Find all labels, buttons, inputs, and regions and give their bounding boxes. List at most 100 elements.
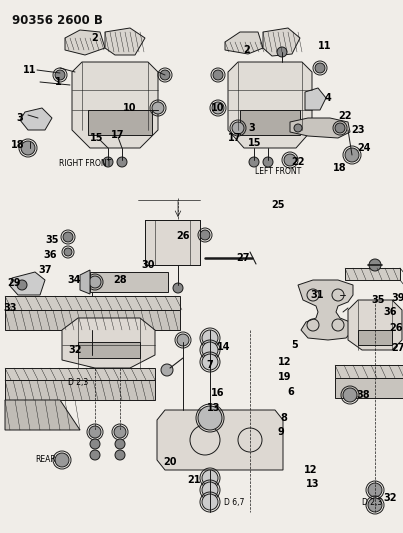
- Circle shape: [55, 70, 65, 80]
- Text: 32: 32: [383, 493, 397, 503]
- Text: 13: 13: [207, 403, 221, 413]
- Text: 19: 19: [278, 372, 292, 382]
- Text: D 6,7: D 6,7: [224, 497, 244, 506]
- Circle shape: [177, 334, 189, 346]
- Circle shape: [202, 354, 218, 370]
- Polygon shape: [5, 310, 180, 330]
- Polygon shape: [290, 118, 350, 138]
- Text: 16: 16: [211, 388, 225, 398]
- Text: 18: 18: [333, 163, 347, 173]
- Text: 11: 11: [23, 65, 37, 75]
- Polygon shape: [72, 62, 158, 148]
- Polygon shape: [80, 270, 90, 294]
- Text: D 2,3: D 2,3: [362, 497, 382, 506]
- Polygon shape: [263, 28, 300, 56]
- Polygon shape: [5, 400, 80, 430]
- Circle shape: [114, 426, 126, 438]
- Text: 90356 2600 B: 90356 2600 B: [12, 14, 103, 27]
- Circle shape: [115, 439, 125, 449]
- Text: 4: 4: [325, 93, 331, 103]
- Circle shape: [17, 280, 27, 290]
- Circle shape: [202, 482, 218, 498]
- Circle shape: [173, 283, 183, 293]
- Polygon shape: [345, 268, 400, 280]
- Text: LEFT FRONT: LEFT FRONT: [255, 167, 301, 176]
- Polygon shape: [335, 365, 403, 378]
- Circle shape: [115, 450, 125, 460]
- Text: 13: 13: [306, 479, 320, 489]
- Circle shape: [63, 232, 73, 242]
- Polygon shape: [10, 272, 45, 295]
- Polygon shape: [5, 368, 155, 380]
- Text: 29: 29: [7, 278, 21, 288]
- Circle shape: [89, 426, 101, 438]
- Text: 23: 23: [351, 125, 365, 135]
- Text: D 2,3: D 2,3: [68, 377, 88, 386]
- Circle shape: [89, 276, 101, 288]
- Circle shape: [277, 47, 287, 57]
- Text: 20: 20: [163, 457, 177, 467]
- Polygon shape: [90, 272, 168, 292]
- Text: 26: 26: [389, 323, 403, 333]
- Polygon shape: [20, 108, 52, 130]
- Text: 36: 36: [383, 307, 397, 317]
- Circle shape: [213, 70, 223, 80]
- Circle shape: [315, 63, 325, 73]
- Polygon shape: [305, 88, 326, 110]
- Text: 35: 35: [45, 235, 59, 245]
- Text: 7: 7: [207, 360, 213, 370]
- Text: 24: 24: [357, 143, 371, 153]
- Polygon shape: [225, 32, 263, 54]
- Polygon shape: [5, 380, 155, 400]
- Circle shape: [369, 259, 381, 271]
- Text: 1: 1: [55, 77, 61, 87]
- Text: REAR: REAR: [35, 456, 56, 464]
- Circle shape: [232, 122, 244, 134]
- Circle shape: [200, 230, 210, 240]
- Circle shape: [368, 483, 382, 497]
- Circle shape: [294, 124, 302, 132]
- Text: 2: 2: [244, 45, 250, 55]
- Polygon shape: [335, 378, 403, 398]
- Circle shape: [55, 453, 69, 467]
- Text: 5: 5: [292, 340, 298, 350]
- Circle shape: [368, 498, 382, 512]
- Polygon shape: [298, 280, 353, 340]
- Polygon shape: [145, 220, 200, 265]
- Polygon shape: [62, 318, 155, 368]
- Circle shape: [263, 157, 273, 167]
- Circle shape: [198, 406, 222, 430]
- Text: 3: 3: [249, 123, 256, 133]
- Text: 17: 17: [228, 133, 242, 143]
- Circle shape: [152, 102, 164, 114]
- Circle shape: [202, 330, 218, 346]
- Circle shape: [64, 248, 72, 256]
- Text: 33: 33: [3, 303, 17, 313]
- Text: 21: 21: [187, 475, 201, 485]
- Polygon shape: [78, 342, 140, 358]
- Circle shape: [85, 351, 99, 365]
- Circle shape: [335, 123, 345, 133]
- Text: 38: 38: [356, 390, 370, 400]
- Polygon shape: [348, 300, 402, 350]
- Text: 9: 9: [278, 427, 285, 437]
- Text: 28: 28: [113, 275, 127, 285]
- Text: 12: 12: [278, 357, 292, 367]
- Polygon shape: [157, 410, 283, 470]
- Circle shape: [345, 148, 359, 162]
- Circle shape: [212, 102, 224, 114]
- Polygon shape: [65, 30, 105, 55]
- Circle shape: [343, 388, 357, 402]
- Text: 32: 32: [68, 345, 82, 355]
- Text: 18: 18: [11, 140, 25, 150]
- Text: 10: 10: [211, 103, 225, 113]
- Text: 39: 39: [391, 293, 403, 303]
- Text: 26: 26: [176, 231, 190, 241]
- Text: 34: 34: [67, 275, 81, 285]
- Text: 8: 8: [280, 413, 287, 423]
- Text: 22: 22: [291, 157, 305, 167]
- Polygon shape: [105, 28, 145, 55]
- Text: 11: 11: [318, 41, 332, 51]
- Text: 3: 3: [17, 113, 23, 123]
- Polygon shape: [5, 296, 180, 310]
